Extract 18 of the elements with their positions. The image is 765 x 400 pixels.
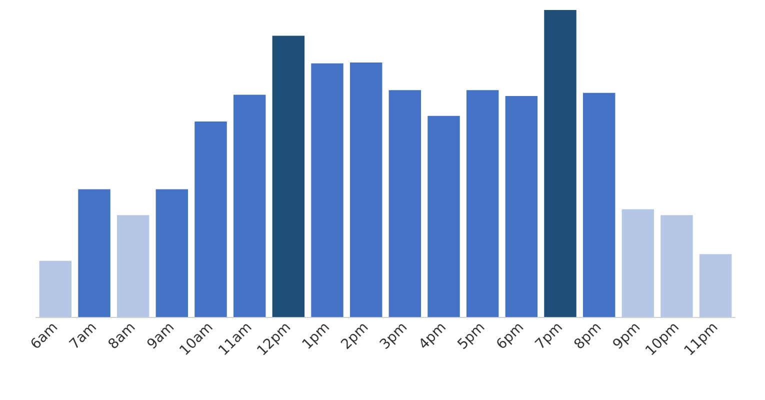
bar [582, 92, 616, 317]
bar [233, 94, 266, 317]
bar [272, 36, 305, 317]
bar [78, 189, 110, 317]
bar [194, 121, 227, 317]
bar [116, 215, 150, 317]
bar [388, 90, 422, 317]
bar [660, 215, 693, 317]
bar [156, 189, 188, 317]
bar [428, 116, 460, 317]
bar [466, 90, 499, 317]
bar [311, 63, 344, 317]
bar [39, 260, 72, 317]
bar [350, 62, 382, 317]
bar [699, 254, 732, 317]
bar [622, 209, 654, 317]
bar [544, 10, 576, 317]
bar [505, 96, 538, 317]
